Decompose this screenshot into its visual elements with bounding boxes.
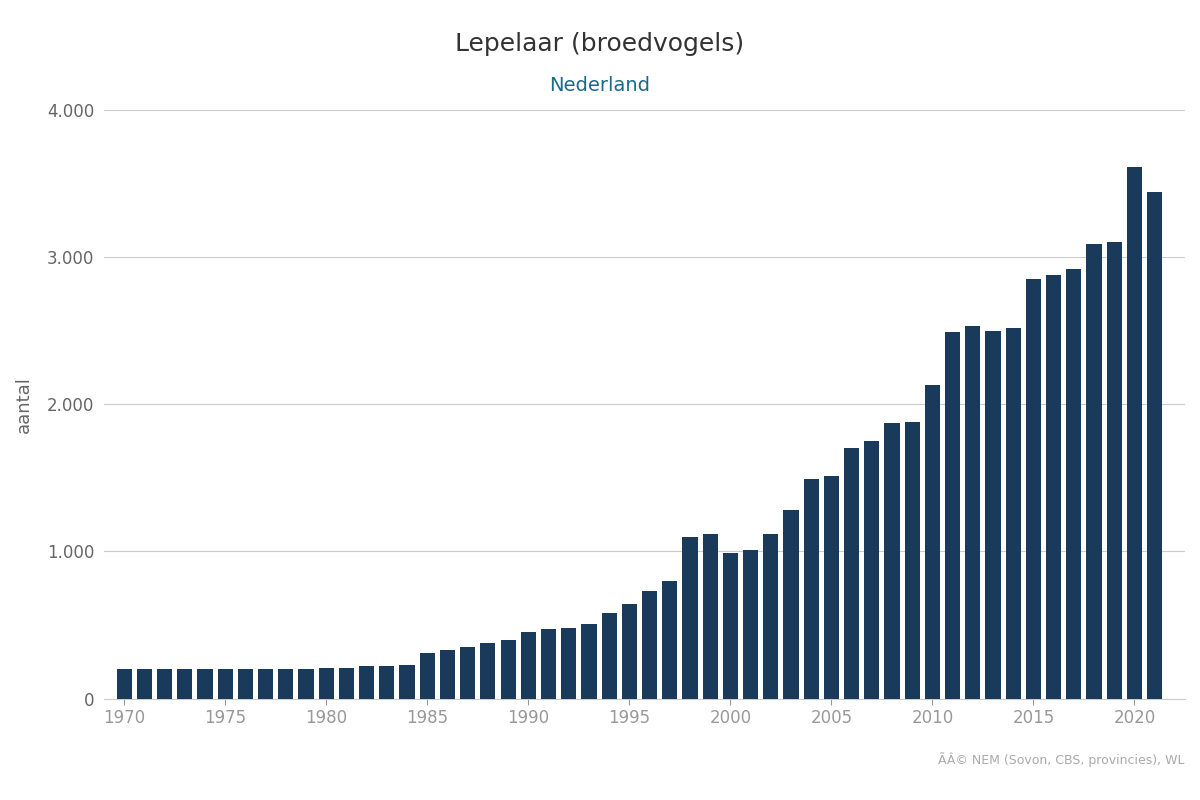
Bar xyxy=(521,632,536,698)
Bar xyxy=(905,422,919,698)
Bar xyxy=(925,385,940,698)
Bar xyxy=(702,534,718,698)
Bar xyxy=(804,479,818,698)
Bar xyxy=(1147,193,1163,698)
Bar xyxy=(137,669,152,698)
Bar xyxy=(440,650,455,698)
Text: Lepelaar (broedvogels): Lepelaar (broedvogels) xyxy=(456,32,744,56)
Bar xyxy=(480,642,496,698)
Bar xyxy=(116,669,132,698)
Bar xyxy=(359,666,374,698)
Bar xyxy=(500,640,516,698)
Bar xyxy=(581,623,596,698)
Bar xyxy=(683,537,697,698)
Bar xyxy=(541,630,556,698)
Bar xyxy=(622,605,637,698)
Bar xyxy=(258,669,274,698)
Bar xyxy=(985,330,1001,698)
Bar xyxy=(379,666,395,698)
Bar xyxy=(601,614,617,698)
Y-axis label: aantal: aantal xyxy=(14,376,32,433)
Bar xyxy=(662,581,677,698)
Bar xyxy=(743,550,758,698)
Bar xyxy=(722,553,738,698)
Bar xyxy=(178,669,192,698)
Bar xyxy=(1086,244,1102,698)
Bar xyxy=(562,628,576,698)
Bar xyxy=(824,476,839,698)
Bar xyxy=(642,591,658,698)
Bar xyxy=(299,669,313,698)
Bar xyxy=(763,534,779,698)
Bar xyxy=(1046,275,1061,698)
Bar xyxy=(460,647,475,698)
Bar xyxy=(1006,328,1021,698)
Bar xyxy=(198,669,212,698)
Bar xyxy=(946,332,960,698)
Bar xyxy=(1127,167,1142,698)
Bar xyxy=(238,669,253,698)
Bar xyxy=(965,326,980,698)
Bar xyxy=(157,669,172,698)
Bar xyxy=(884,423,900,698)
Bar xyxy=(1026,279,1042,698)
Bar xyxy=(278,669,294,698)
Text: ÃÂ© NEM (Sovon, CBS, provincies), WL: ÃÂ© NEM (Sovon, CBS, provincies), WL xyxy=(938,751,1186,766)
Bar xyxy=(1106,242,1122,698)
Text: Nederland: Nederland xyxy=(550,76,650,95)
Bar xyxy=(784,510,798,698)
Bar xyxy=(217,669,233,698)
Bar xyxy=(844,449,859,698)
Bar xyxy=(420,653,434,698)
Bar xyxy=(864,441,880,698)
Bar xyxy=(400,665,415,698)
Bar xyxy=(319,668,334,698)
Bar xyxy=(338,668,354,698)
Bar xyxy=(1067,269,1081,698)
